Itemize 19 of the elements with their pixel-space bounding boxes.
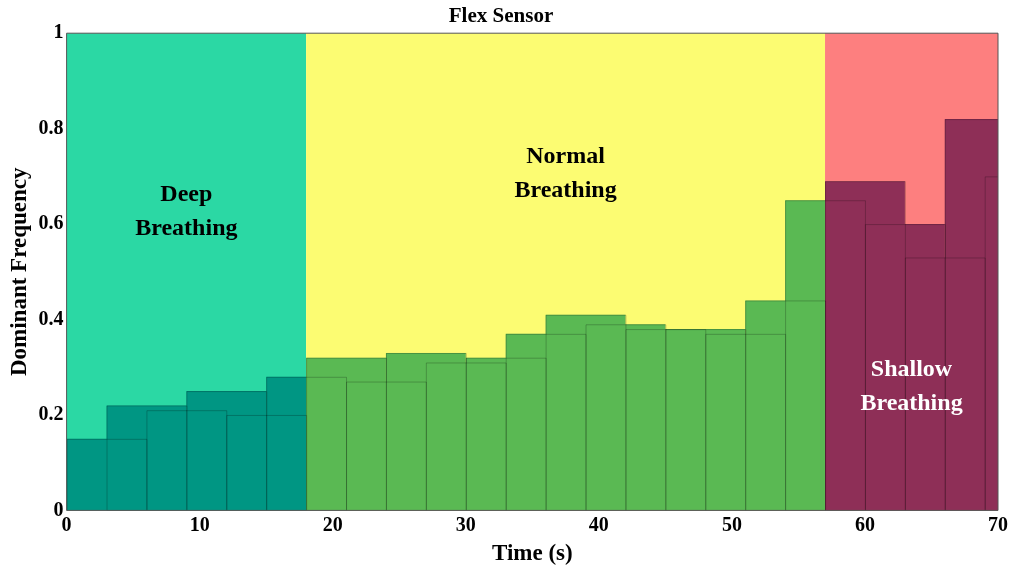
y-tick-label: 0.4 — [38, 306, 64, 329]
y-tick-label: 0.6 — [38, 211, 64, 234]
band-label: Deep Breathing — [135, 180, 238, 241]
chart-title: Flex Sensor — [448, 3, 554, 28]
x-tick-label: 40 — [588, 512, 609, 535]
y-tick-label: 0.8 — [38, 115, 64, 138]
x-tick-label: 60 — [854, 512, 875, 535]
x-tick-label: 50 — [721, 512, 742, 535]
band-label: Normal Breathing — [514, 142, 617, 203]
band-label: Shallow Breathing — [860, 355, 963, 416]
x-tick-label: 70 — [988, 512, 1008, 535]
y-tick-label: 1 — [53, 20, 64, 43]
y-tick-label: 0.2 — [38, 402, 64, 425]
x-tick-label: 30 — [455, 512, 476, 535]
x-axis-title: Time (s) — [491, 540, 573, 566]
y-tick-label: 0 — [53, 497, 64, 520]
x-tick-label: 20 — [322, 512, 343, 535]
y-axis-title: Dominant Frequency — [5, 167, 31, 377]
x-tick-label: 10 — [189, 512, 210, 535]
